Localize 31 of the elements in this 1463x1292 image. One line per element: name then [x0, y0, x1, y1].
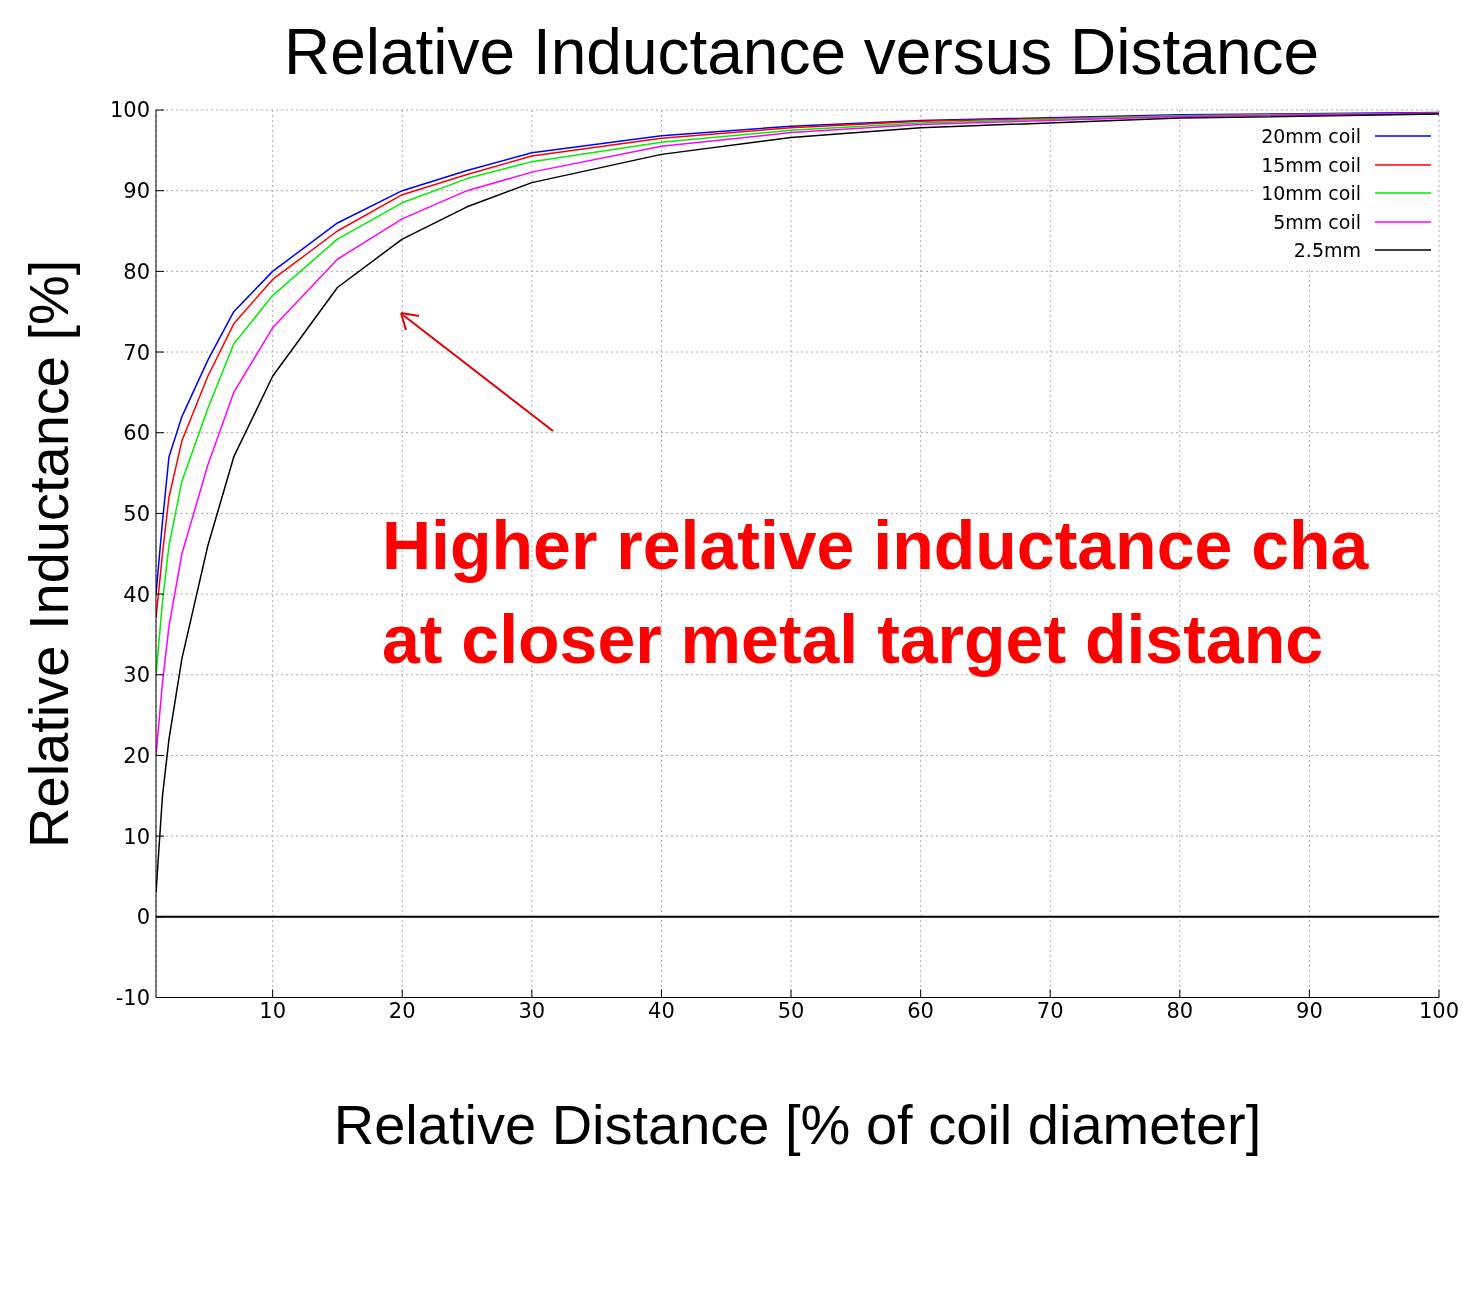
- x-tick-label: 70: [1036, 999, 1064, 1024]
- y-tick-label: 90: [123, 179, 150, 204]
- y-tick-label: -10: [115, 985, 150, 1010]
- y-tick-label: 50: [123, 501, 150, 526]
- legend-label: 20mm coil: [1261, 125, 1361, 148]
- legend-label: 5mm coil: [1273, 210, 1361, 233]
- y-tick-label: 0: [136, 905, 150, 930]
- y-axis-title: Relative Inductance [%]: [16, 259, 80, 848]
- x-tick-label: 80: [1166, 999, 1194, 1024]
- y-tick-label: 10: [123, 824, 150, 849]
- y-tick-label: 20: [123, 743, 150, 768]
- x-axis-title: Relative Distance [% of coil diameter]: [333, 1092, 1262, 1156]
- x-tick-label: 10: [259, 999, 286, 1024]
- y-tick-label: 40: [123, 582, 150, 607]
- legend-label: 10mm coil: [1261, 182, 1361, 205]
- chart-title: Relative Inductance versus Distance: [282, 16, 1321, 88]
- x-tick-label: 60: [907, 999, 934, 1024]
- y-tick-label: 70: [123, 340, 150, 365]
- x-tick-label: 100: [1418, 999, 1460, 1024]
- annotation: Higher relative inductance cha at closer metal target distanc: [382, 506, 1369, 679]
- y-tick-label: 30: [123, 663, 150, 688]
- legend-label: 15mm coil: [1261, 153, 1361, 176]
- x-tick-label: 50: [777, 999, 805, 1024]
- legend-label: 2.5mm: [1293, 239, 1361, 262]
- x-tick-label: 90: [1296, 999, 1323, 1024]
- x-tick-label: 40: [648, 999, 675, 1024]
- y-tick-label: 100: [109, 98, 150, 123]
- y-tick-label: 60: [123, 421, 150, 446]
- x-tick-label: 30: [518, 999, 546, 1024]
- y-tick-label: 80: [123, 259, 150, 284]
- x-tick-label: 20: [388, 999, 416, 1024]
